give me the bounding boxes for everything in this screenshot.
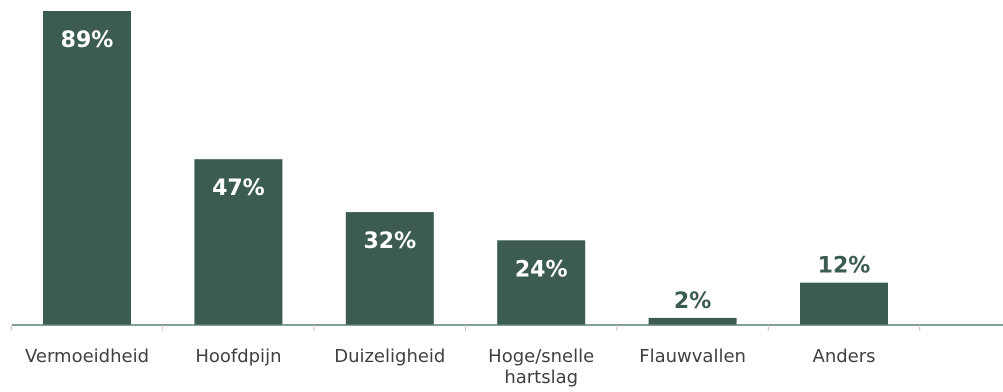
data-labels-group: 89% 47% 32% 24% 2% 12% (61, 28, 871, 314)
data-label-1: 47% (212, 176, 265, 201)
category-label-5: Anders (813, 346, 876, 367)
bar-4 (648, 317, 737, 325)
category-label-4: Flauwvallen (639, 346, 746, 367)
bar-2 (345, 212, 434, 325)
data-label-0: 89% (61, 28, 114, 53)
data-label-5: 12% (818, 254, 871, 279)
bar-3 (497, 240, 586, 325)
bars-group (43, 11, 888, 325)
category-label-3: Hoge/snelle hartslag (488, 346, 594, 388)
x-axis (10, 324, 1003, 331)
data-label-2: 32% (363, 229, 416, 254)
category-label-1: Hoofdpijn (195, 346, 281, 367)
data-label-4: 2% (674, 289, 711, 314)
category-labels-group: Vermoeidheid Hoofdpijn Duizeligheid Hoge/sn… (25, 346, 876, 388)
bar-5 (800, 282, 888, 325)
bar-0 (43, 11, 131, 325)
category-label-0: Vermoeidheid (25, 346, 149, 367)
bar-1 (194, 159, 283, 325)
category-label-2: Duizeligheid (334, 346, 445, 367)
data-label-3: 24% (515, 257, 568, 282)
